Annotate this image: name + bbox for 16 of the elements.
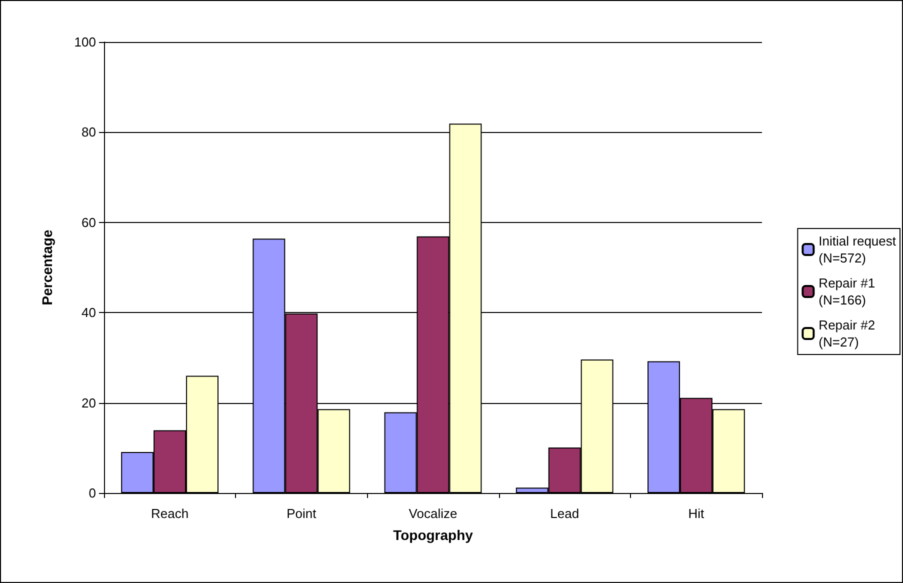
legend-label: Repair #1 (N=166)	[818, 276, 876, 308]
y-tick-label: 40	[82, 305, 96, 320]
x-tick-label: Reach	[151, 506, 189, 521]
x-tick-label: Point	[286, 506, 317, 521]
legend-label: Repair #2 (N=27)	[818, 318, 876, 350]
x-tick-label: Hit	[688, 506, 705, 521]
x-axis-title: Topography	[393, 527, 474, 543]
y-tick-label: 80	[82, 124, 96, 140]
legend-label: Initial request (N=572)	[818, 234, 896, 266]
y-tick-label: 100	[74, 34, 96, 50]
x-tick-label: Vocalize	[408, 506, 458, 521]
y-tick-label: 60	[82, 214, 96, 230]
y-axis-title: Percentage	[39, 230, 55, 306]
x-tick-label: Lead	[550, 506, 580, 521]
y-tick-label: 20	[82, 395, 96, 410]
y-tick-label: 0	[88, 486, 96, 500]
